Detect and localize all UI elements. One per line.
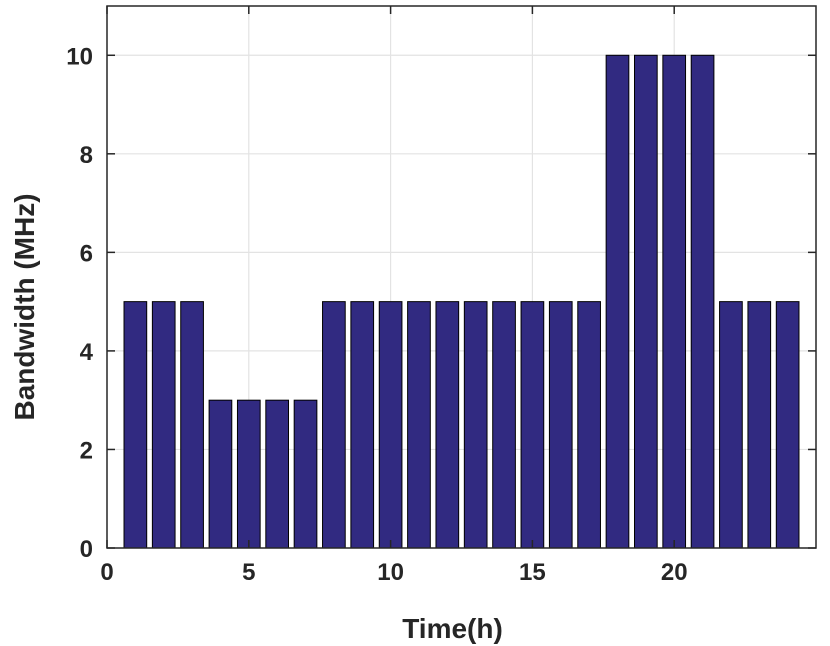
bar-12 <box>435 301 460 549</box>
bar-2 <box>151 301 176 549</box>
x-axis-label: Time(h) <box>402 613 503 644</box>
bar-5 <box>236 399 261 549</box>
y-tick-label: 2 <box>80 437 93 464</box>
bar-7 <box>293 399 318 549</box>
x-tick-label: 10 <box>377 559 404 586</box>
bar-8 <box>322 301 346 549</box>
bar-16 <box>548 301 573 549</box>
x-tick-label: 5 <box>242 559 255 586</box>
bar-21 <box>690 54 715 549</box>
x-tick-label: 0 <box>100 559 113 586</box>
bar-13 <box>463 301 488 549</box>
bar-18 <box>605 54 630 549</box>
bar-6 <box>265 399 290 549</box>
bars <box>123 54 800 549</box>
bar-20 <box>662 54 687 549</box>
bar-23 <box>747 301 772 549</box>
y-tick-label: 8 <box>80 142 93 169</box>
bar-1 <box>123 301 148 549</box>
y-tick-label: 4 <box>80 339 94 366</box>
x-tick-label: 20 <box>661 559 688 586</box>
bar-22 <box>719 301 743 549</box>
x-tick-label: 15 <box>519 559 546 586</box>
bar-11 <box>407 301 431 549</box>
y-tick-label: 10 <box>66 43 93 70</box>
bar-14 <box>492 301 516 549</box>
bar-3 <box>180 301 204 549</box>
bar-10 <box>378 301 403 549</box>
y-tick-label: 6 <box>80 240 93 267</box>
y-tick-labels: 0 2 4 6 8 10 <box>66 43 93 563</box>
bar-4 <box>208 399 233 549</box>
plot-area-frame <box>106 5 817 549</box>
bar-9 <box>350 301 375 549</box>
bar-15 <box>520 301 545 549</box>
bar-17 <box>577 301 601 549</box>
bar-19 <box>633 54 658 549</box>
y-axis-label: Bandwidth (MHz) <box>9 193 40 420</box>
bar-24 <box>775 301 800 549</box>
x-tick-labels: 0 5 10 15 20 <box>100 559 687 586</box>
y-tick-label: 0 <box>80 536 93 563</box>
tick-marks <box>106 6 816 549</box>
